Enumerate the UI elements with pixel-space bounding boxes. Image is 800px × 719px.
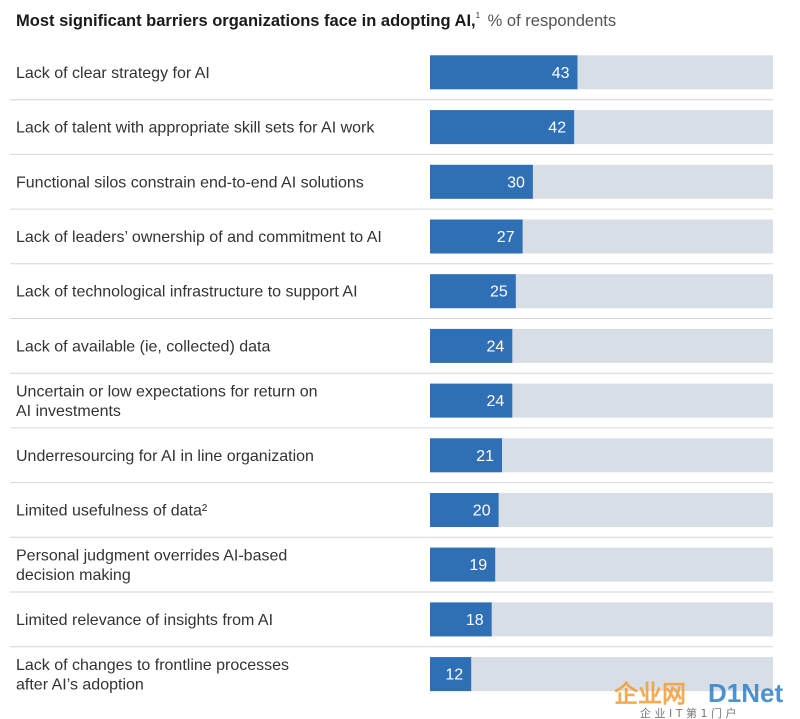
watermark-en: D1Net <box>708 678 783 708</box>
chart-title-main: Most significant barriers organizations … <box>16 12 476 30</box>
category-label-line: Personal judgment overrides AI-based <box>16 547 287 564</box>
watermark-cn: 企业网 <box>614 680 686 708</box>
category-label: Underresourcing for AI in line organizat… <box>16 448 314 465</box>
category-label: Lack of leaders’ ownership of and commit… <box>16 229 382 246</box>
footnote-mark: 1 <box>475 11 481 20</box>
bar <box>430 274 516 309</box>
bar-value-label: 21 <box>476 448 494 465</box>
bar-value-label: 30 <box>507 174 525 191</box>
category-label: Lack of talent with appropriate skill se… <box>16 120 375 137</box>
category-label-line: Lack of available (ie, collected) data <box>16 338 270 355</box>
bar <box>430 328 513 363</box>
category-label: Limited usefulness of data² <box>16 503 208 520</box>
category-label: Lack of available (ie, collected) data <box>16 338 270 355</box>
chart-title: Most significant barriers organizations … <box>16 11 616 31</box>
bar-track <box>430 657 773 692</box>
bar <box>430 164 533 199</box>
bar <box>430 438 502 473</box>
bar <box>430 219 523 254</box>
bar-value-label: 18 <box>466 612 484 629</box>
bar-value-label: 20 <box>473 503 491 520</box>
category-label-line: Limited relevance of insights from AI <box>16 612 273 629</box>
category-label-line: Lack of clear strategy for AI <box>16 65 210 82</box>
bar-value-label: 43 <box>552 65 570 82</box>
bar-value-label: 24 <box>487 393 505 410</box>
category-label-line: Limited usefulness of data² <box>16 503 208 520</box>
bar <box>430 55 578 90</box>
category-label-line: decision making <box>16 567 131 584</box>
category-label-line: Functional silos constrain end-to-end AI… <box>16 174 364 191</box>
category-label-line: after AI’s adoption <box>16 676 144 693</box>
category-label: Lack of technological infrastructure to … <box>16 284 358 301</box>
category-label-line: Lack of technological infrastructure to … <box>16 284 358 301</box>
bar-value-label: 12 <box>445 667 463 684</box>
bar-value-label: 25 <box>490 284 508 301</box>
category-label-line: AI investments <box>16 403 121 420</box>
category-label: Lack of changes to frontline processes af… <box>16 657 289 694</box>
bar-value-label: 42 <box>548 120 566 137</box>
category-label-line: Lack of leaders’ ownership of and commit… <box>16 229 382 246</box>
bar <box>430 110 575 145</box>
category-label: Functional silos constrain end-to-end AI… <box>16 174 364 191</box>
bar-value-label: 27 <box>497 229 515 246</box>
watermark-logo: 企业网 D1Net 企 业 I T 第 1 门 户 <box>614 678 783 719</box>
category-label: Limited relevance of insights from AI <box>16 612 273 629</box>
bar <box>430 493 499 527</box>
category-label-line: Lack of talent with appropriate skill se… <box>16 120 375 137</box>
category-label-line: Uncertain or low expectations for return… <box>16 383 317 400</box>
bar <box>430 602 492 637</box>
bar <box>430 657 472 692</box>
category-label-line: Lack of changes to frontline processes <box>16 657 289 674</box>
bar-value-label: 24 <box>487 338 505 355</box>
category-label: Personal judgment overrides AI-based deci… <box>16 547 287 584</box>
category-label: Uncertain or low expectations for return… <box>16 383 317 420</box>
chart-unit: % of respondents <box>487 12 617 30</box>
bar <box>430 547 496 582</box>
category-label-line: Underresourcing for AI in line organizat… <box>16 448 314 465</box>
bar-value-label: 19 <box>469 557 487 574</box>
watermark-sub: 企 业 I T 第 1 门 户 <box>640 706 736 719</box>
category-label: Lack of clear strategy for AI <box>16 65 210 82</box>
bar <box>430 383 513 418</box>
